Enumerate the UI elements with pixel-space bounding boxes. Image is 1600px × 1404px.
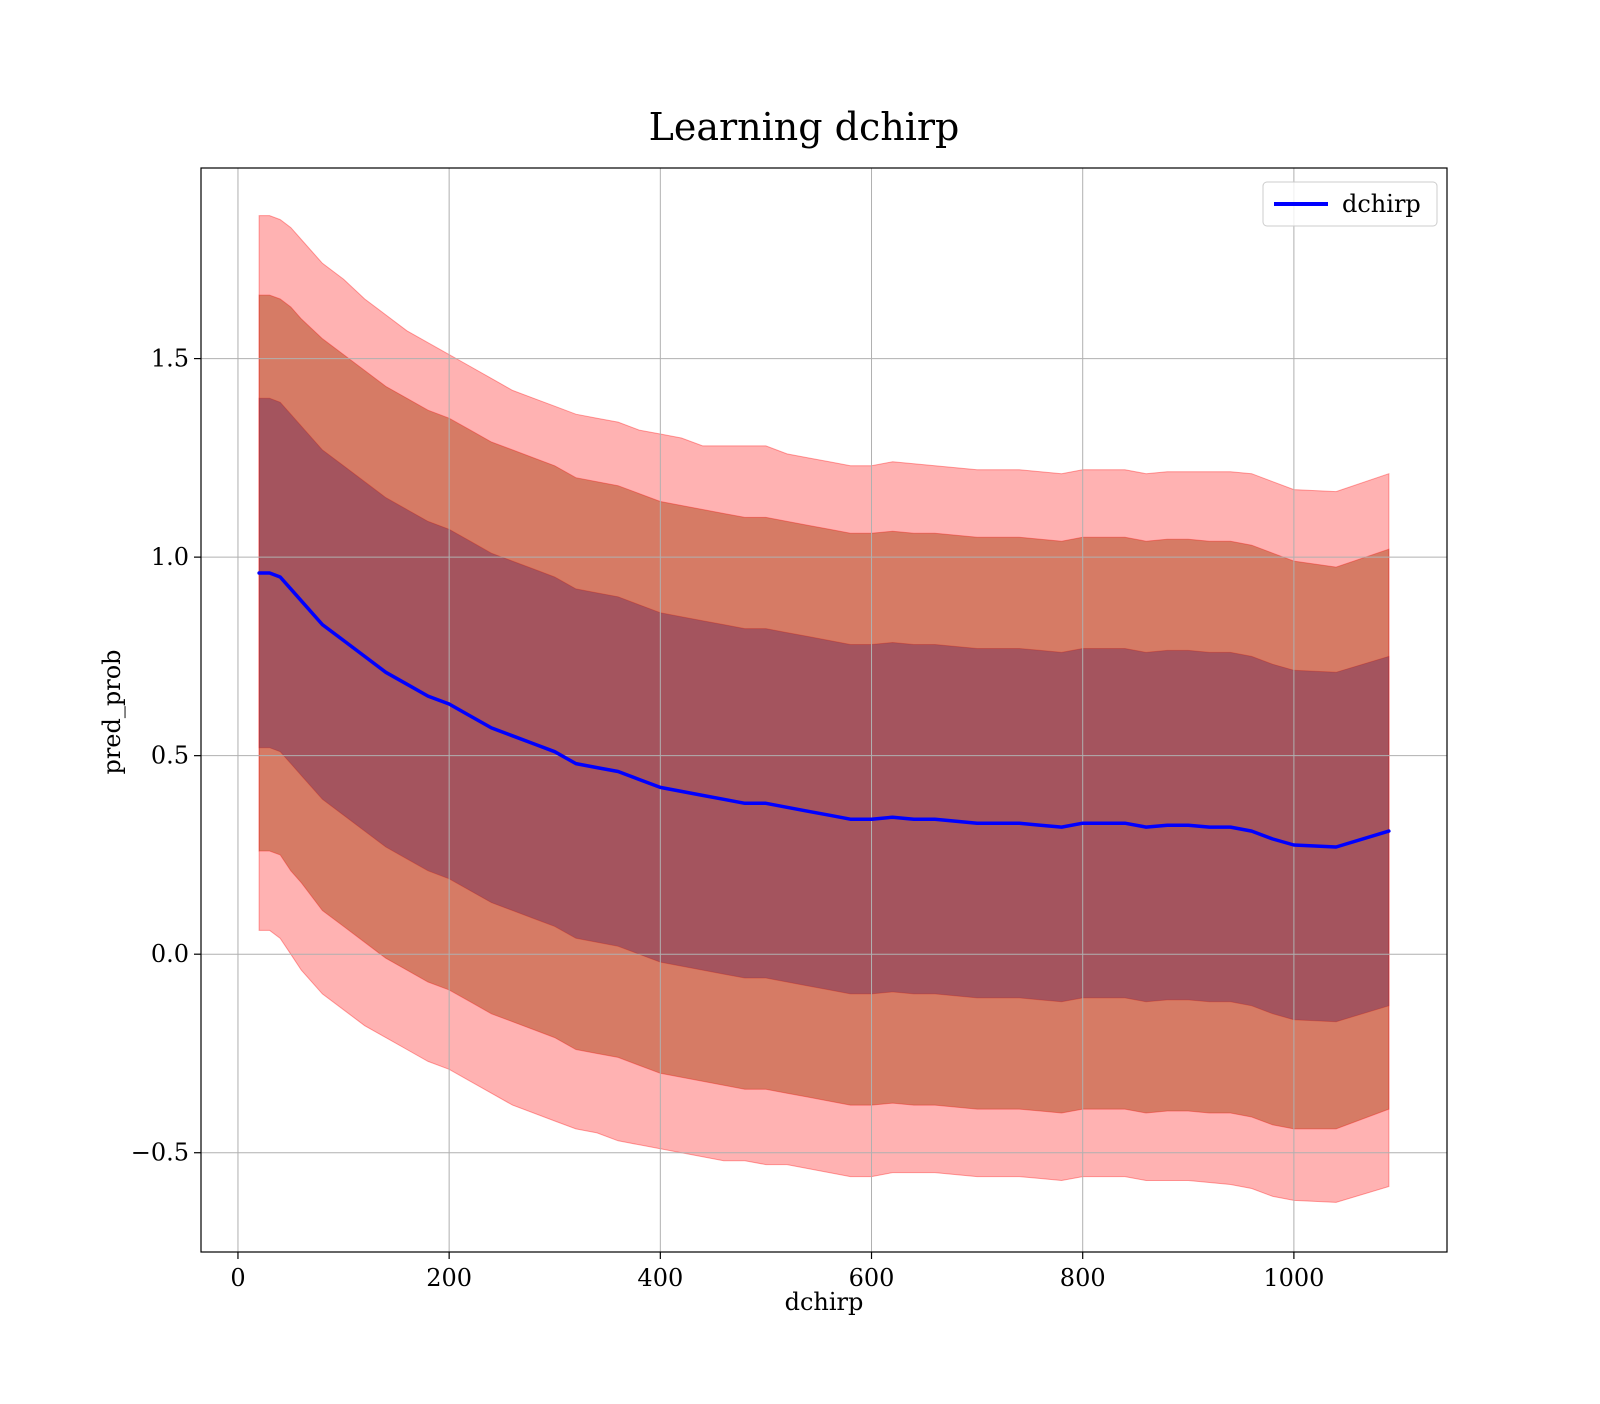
x-tick-label: 200 bbox=[426, 1264, 472, 1292]
confidence-bands bbox=[258, 215, 1390, 1203]
axis-ticks: 0 200 400 600 800 1000 −0.5 0.0 0.5 1.0 1.5 bbox=[131, 345, 1325, 1292]
legend-label: dchirp bbox=[1342, 190, 1421, 218]
x-tick-label: 0 bbox=[230, 1264, 245, 1292]
x-tick-label: 400 bbox=[637, 1264, 683, 1292]
y-tick-label: 1.5 bbox=[151, 345, 189, 373]
series-line-dchirp bbox=[257, 571, 1391, 849]
y-tick-label: 0.5 bbox=[151, 742, 189, 770]
series-lines bbox=[257, 571, 1391, 849]
plot-frame bbox=[200, 167, 1448, 1253]
legend-box bbox=[1262, 181, 1438, 227]
band-outer bbox=[258, 215, 1390, 1203]
x-tick-label: 1000 bbox=[1263, 1264, 1324, 1292]
legend: dchirp bbox=[1262, 181, 1438, 227]
x-tick-label: 800 bbox=[1060, 1264, 1106, 1292]
band-middle bbox=[258, 294, 1390, 1130]
x-tick-label: 600 bbox=[849, 1264, 895, 1292]
band-overlap-inner bbox=[259, 398, 1389, 1022]
y-tick-label: −0.5 bbox=[131, 1139, 189, 1167]
y-tick-label: 0.0 bbox=[151, 940, 189, 968]
y-axis-label: pred_prob bbox=[98, 649, 126, 774]
band-inner bbox=[258, 397, 1390, 1023]
y-tick-label: 1.0 bbox=[151, 543, 189, 571]
grid bbox=[201, 168, 1447, 1252]
chart-title: Learning dchirp bbox=[649, 105, 960, 149]
band-overlap-middle bbox=[259, 295, 1389, 1129]
x-axis-label: dchirp bbox=[785, 1288, 864, 1316]
